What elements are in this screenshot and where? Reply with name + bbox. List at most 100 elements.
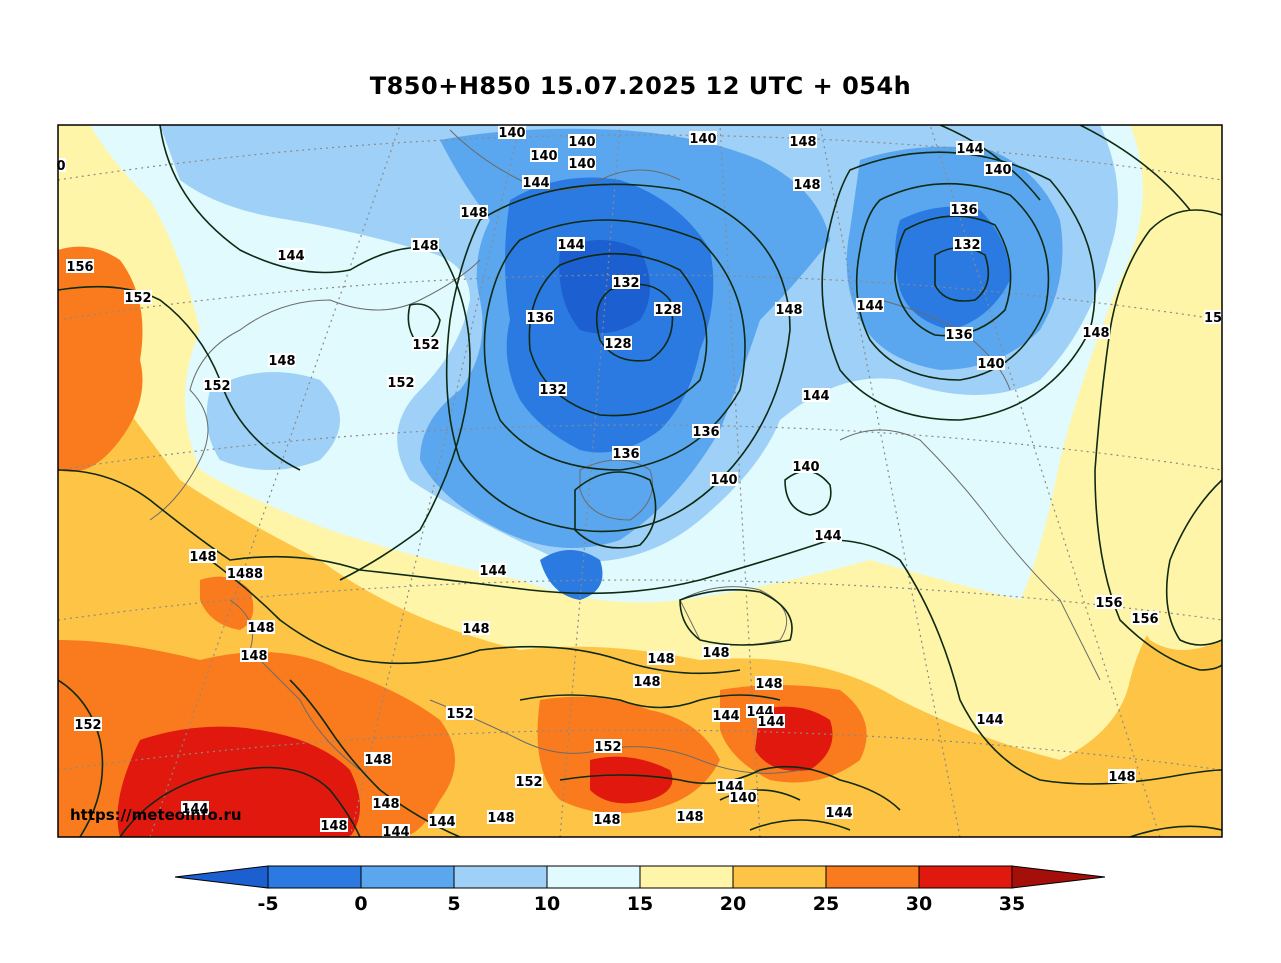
contour-label: 132 [612, 275, 640, 291]
svg-text:156: 156 [66, 260, 93, 275]
geopotential-contours [58, 125, 1222, 837]
contour-label: 148 [320, 818, 348, 834]
contour-label: 140 [984, 162, 1012, 178]
svg-text:148: 148 [702, 646, 729, 661]
contour-label: 144 [802, 388, 830, 404]
svg-text:144: 144 [557, 238, 584, 253]
svg-text:144: 144 [522, 176, 549, 191]
contour-label: 136 [526, 310, 554, 326]
svg-text:144: 144 [956, 142, 983, 157]
svg-text:152: 152 [124, 291, 151, 306]
svg-text:148: 148 [411, 239, 438, 254]
contour-label: 144 [757, 714, 785, 730]
svg-text:144: 144 [814, 529, 841, 544]
svg-text:128: 128 [604, 337, 631, 352]
contour-label: 140 [729, 790, 757, 806]
contour-labels: 140 140 140 140 140 148 148 144 140 144 … [56, 125, 1222, 840]
svg-text:148: 148 [1082, 326, 1109, 341]
contour-label: 132 [539, 382, 567, 398]
svg-text:148: 148 [755, 677, 782, 692]
contour-label: 148 [633, 674, 661, 690]
svg-text:144: 144 [856, 299, 883, 314]
contour-label: 144 [825, 805, 853, 821]
svg-text:136: 136 [945, 328, 972, 343]
contour-label: 136 [692, 424, 720, 440]
contour-label: 144 [976, 712, 1004, 728]
svg-text:148: 148 [487, 811, 514, 826]
svg-text:148: 148 [320, 819, 347, 834]
contour-label: 144 [522, 175, 550, 191]
contour-label: 140 [792, 459, 820, 475]
contour-label: 156 [66, 259, 94, 275]
contour-label: 148 [364, 752, 392, 768]
svg-text:140: 140 [710, 473, 737, 488]
contour-label: 144 [856, 298, 884, 314]
svg-text:144: 144 [976, 713, 1003, 728]
svg-text:132: 132 [539, 383, 566, 398]
svg-text:148: 148 [1108, 770, 1135, 785]
svg-text:140: 140 [568, 135, 595, 150]
svg-text:148: 148 [372, 797, 399, 812]
svg-text:140: 140 [792, 460, 819, 475]
contour-label: 152 [446, 706, 474, 722]
contour-label: 140 [977, 356, 1005, 372]
contour-label: 144 [428, 814, 456, 830]
svg-text:0: 0 [56, 159, 65, 174]
svg-text:148: 148 [364, 753, 391, 768]
svg-text:144: 144 [479, 564, 506, 579]
svg-text:140: 140 [568, 157, 595, 172]
contour-label: 148 [268, 353, 296, 369]
contour-label: 148 [793, 177, 821, 193]
svg-text:144: 144 [802, 389, 829, 404]
svg-text:152: 152 [203, 379, 230, 394]
svg-text:136: 136 [692, 425, 719, 440]
svg-text:148: 148 [676, 810, 703, 825]
contour-label: 152 [124, 290, 152, 306]
svg-text:140: 140 [689, 132, 716, 147]
contour-label: 140 [568, 134, 596, 150]
contour-label: 140 [498, 125, 526, 141]
contour-label: 0 [56, 158, 66, 174]
svg-text:140: 140 [984, 163, 1011, 178]
svg-text:156: 156 [1095, 596, 1122, 611]
contour-label: 140 [568, 156, 596, 172]
svg-text:144: 144 [825, 806, 852, 821]
svg-text:152: 152 [74, 718, 101, 733]
contour-label: 132 [953, 237, 981, 253]
contour-label: 148 [676, 809, 704, 825]
svg-text:148: 148 [633, 675, 660, 690]
svg-text:132: 132 [612, 276, 639, 291]
contour-label: 148 [789, 134, 817, 150]
contour-label: 148 [460, 205, 488, 221]
chart-title: T850+H850 15.07.2025 12 UTC + 054h [369, 72, 912, 100]
svg-text:144: 144 [712, 709, 739, 724]
svg-text:136: 136 [950, 203, 977, 218]
svg-text:148: 148 [775, 303, 802, 318]
contour-label: 1488 [226, 566, 264, 582]
svg-text:152: 152 [387, 376, 414, 391]
contour-label: 148 [411, 238, 439, 254]
svg-text:156: 156 [1131, 612, 1158, 627]
contour-label: 148 [240, 648, 268, 664]
contour-label: 148 [702, 645, 730, 661]
contour-label: 144 [814, 528, 842, 544]
svg-text:136: 136 [612, 447, 639, 462]
contour-label: 148 [189, 549, 217, 565]
contour-label: 15 [1204, 310, 1222, 326]
svg-text:148: 148 [460, 206, 487, 221]
svg-text:148: 148 [593, 813, 620, 828]
svg-text:1488: 1488 [227, 567, 263, 582]
contour-label: 152 [203, 378, 231, 394]
svg-text:140: 140 [498, 126, 525, 141]
contour-label: 144 [277, 248, 305, 264]
contour-label: 140 [710, 472, 738, 488]
contour-label: 128 [604, 336, 632, 352]
svg-text:128: 128 [654, 303, 681, 318]
watermark-text: https://meteoinfo.ru [70, 806, 242, 824]
svg-text:152: 152 [594, 740, 621, 755]
svg-text:132: 132 [953, 238, 980, 253]
contour-label: 144 [956, 141, 984, 157]
contour-label: 144 [479, 563, 507, 579]
contour-label: 136 [950, 202, 978, 218]
svg-text:148: 148 [647, 652, 674, 667]
